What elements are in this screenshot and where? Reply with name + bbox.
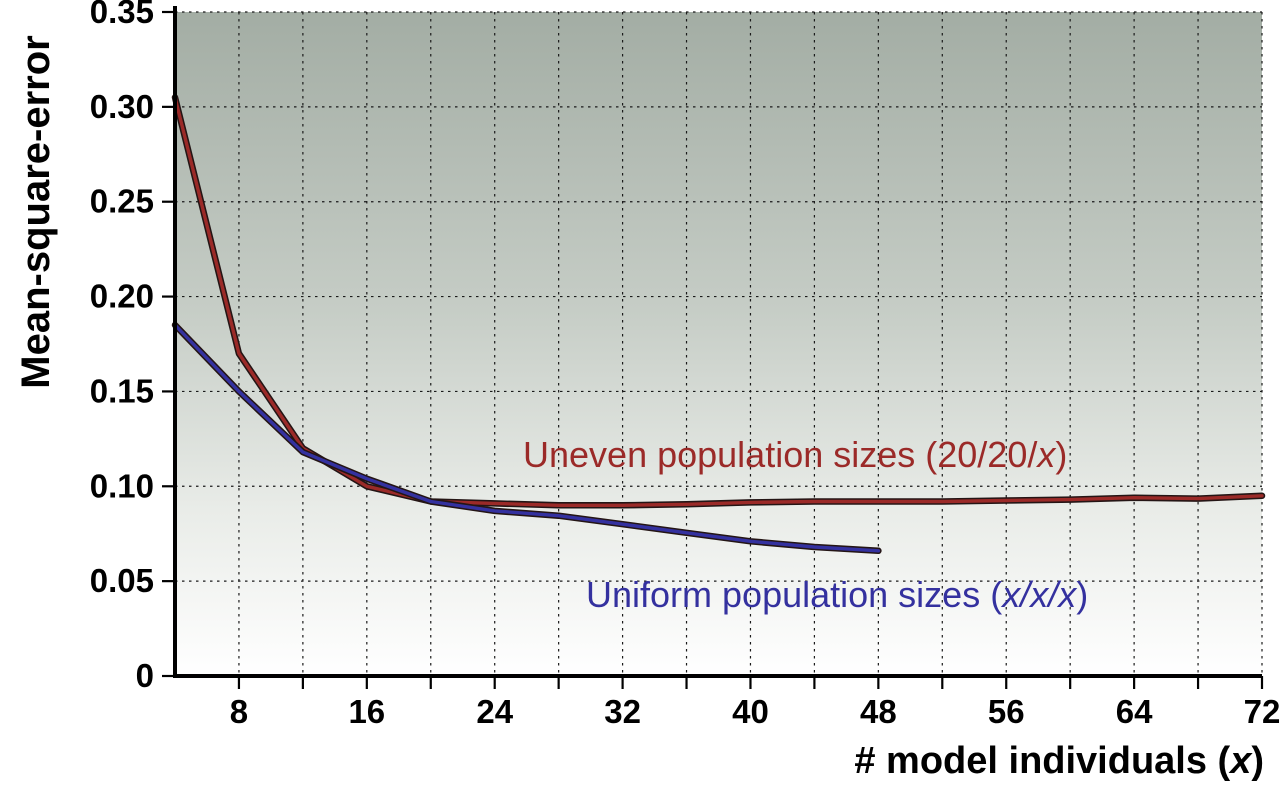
x-tick-label: 32: [604, 693, 641, 730]
series-line-1: [171, 321, 882, 555]
y-axis-title-text: Mean-square-error: [14, 35, 58, 389]
axes: [173, 6, 1262, 678]
x-tick-label: 8: [230, 693, 248, 730]
y-tick-label: 0.10: [90, 467, 154, 504]
series-label-uniform-population: Uniform population sizes (x/x/x): [586, 574, 1089, 615]
gridlines: [175, 11, 1263, 676]
x-tick-label: 40: [732, 693, 769, 730]
y-tick-label: 0.25: [90, 183, 154, 220]
x-axis-title: # model individuals (x): [854, 740, 1264, 782]
y-tick-label: 0: [136, 657, 154, 694]
x-tick-labels: 8 16 24 32 40 48 56 64 72: [230, 693, 1280, 730]
x-tick-label: 16: [348, 693, 385, 730]
y-tick-label: 0.05: [90, 562, 154, 599]
series-line-0: [171, 94, 1266, 509]
x-tick-label: 64: [1116, 693, 1153, 730]
x-tick-label: 56: [988, 693, 1025, 730]
x-tick-label: 48: [860, 693, 897, 730]
y-tick-label: 0.30: [90, 88, 154, 125]
y-axis-title: Mean-square-error: [14, 35, 58, 389]
series-label-uneven-population: Uneven population sizes (20/20/x): [523, 434, 1068, 475]
x-tick-label: 24: [476, 693, 513, 730]
x-tick-label: 72: [1244, 693, 1280, 730]
y-tick-label: 0.15: [90, 372, 154, 409]
y-tick-labels: 0 0.05 0.10 0.15 0.20 0.25 0.30 0.35: [90, 0, 154, 694]
tick-marks: [162, 10, 1264, 689]
y-tick-label: 0.20: [90, 278, 154, 315]
plot-background: [175, 12, 1262, 676]
y-tick-label: 0.35: [90, 0, 154, 30]
